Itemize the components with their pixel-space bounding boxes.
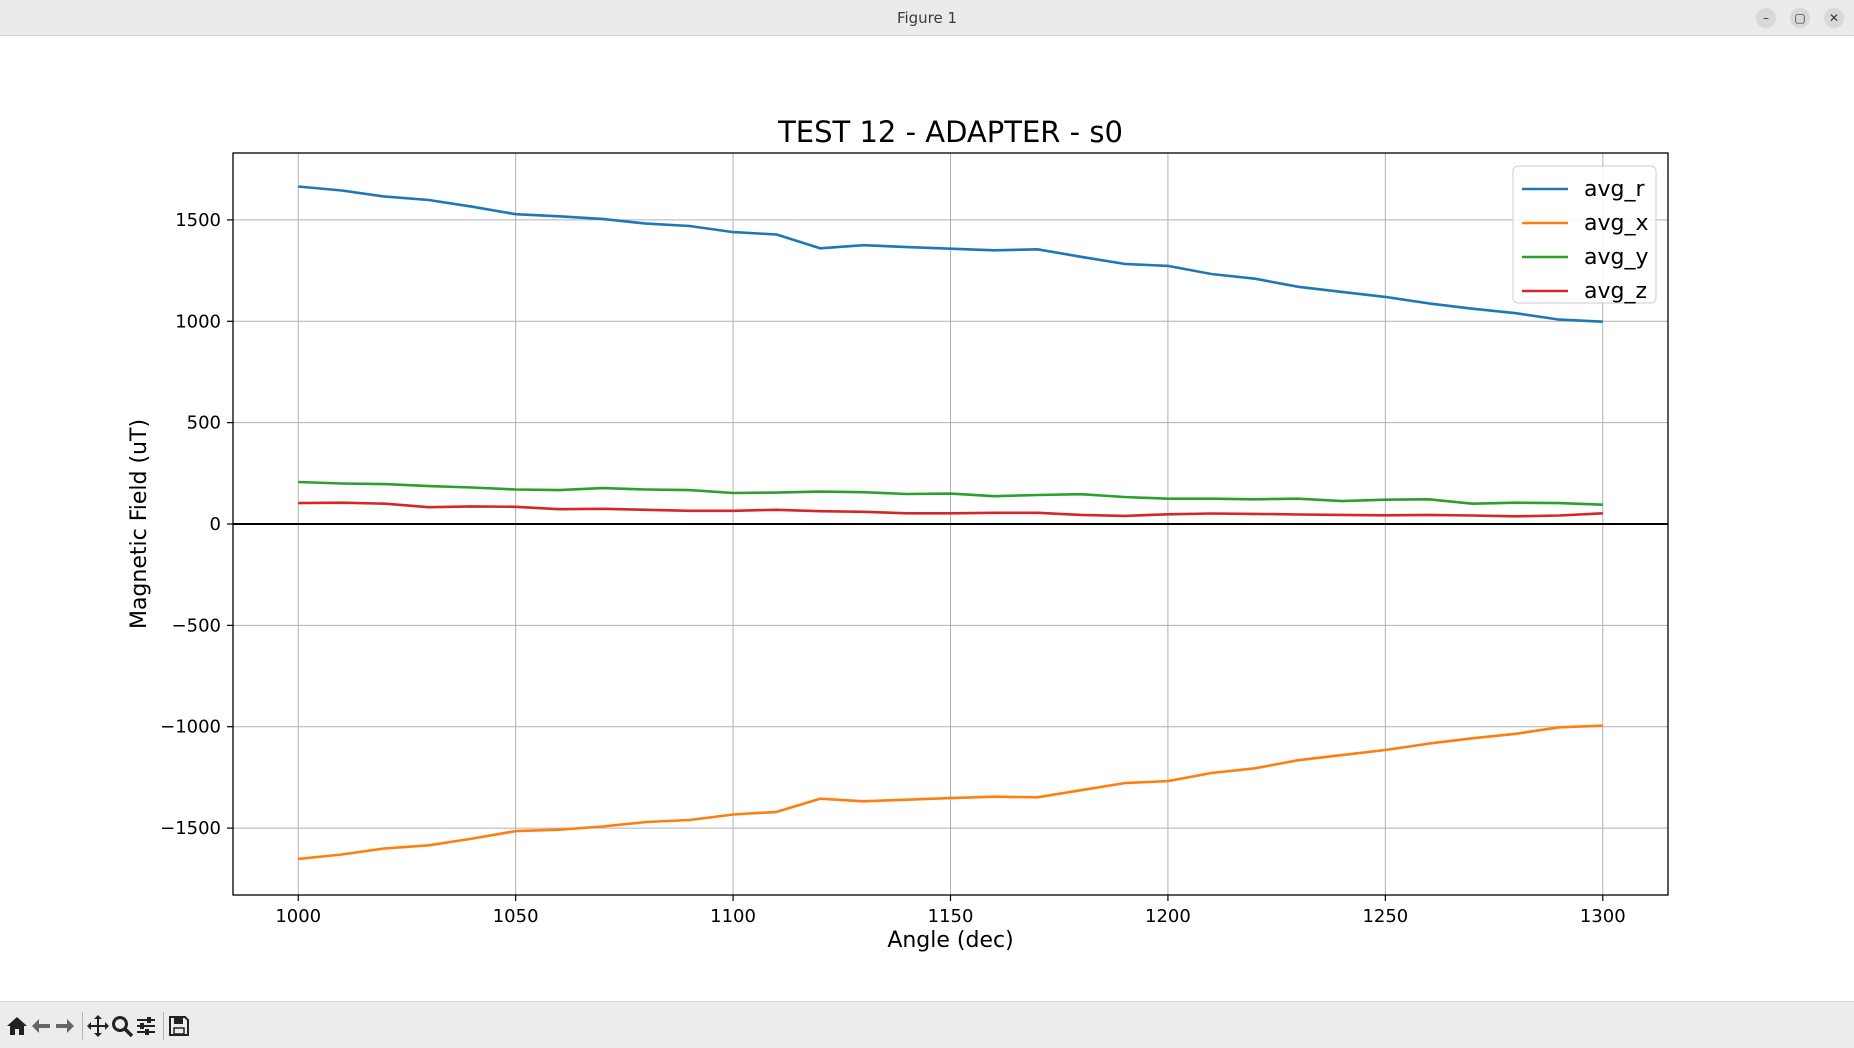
y-tick-label: 0 <box>210 514 221 535</box>
close-button[interactable]: ✕ <box>1824 8 1844 28</box>
x-tick-label: 1250 <box>1362 906 1408 927</box>
save-icon[interactable] <box>167 1014 191 1038</box>
y-tick-label: −1000 <box>160 717 221 738</box>
figure-canvas[interactable]: 1000 1050 1100 1150 1200 1250 1300 −1500 −1000−… <box>0 36 1854 1001</box>
x-tick-label: 1050 <box>493 906 539 927</box>
configure-subplots-icon[interactable] <box>134 1014 158 1038</box>
legend-box <box>1512 165 1657 304</box>
series-lines <box>298 185 1603 861</box>
maximize-button[interactable]: ▢ <box>1790 8 1810 28</box>
y-axis-label: Magnetic Field (uT) <box>127 419 152 629</box>
forward-icon[interactable] <box>53 1014 77 1038</box>
chart-title: TEST 12 - ADAPTER - s0 <box>777 115 1123 149</box>
legend-label-avg_z: avg_z <box>1584 279 1647 304</box>
toolbar-separator <box>163 1012 164 1040</box>
x-tick-label: 1200 <box>1145 906 1191 927</box>
line-chart: 1000 1050 1100 1150 1200 1250 1300 −1500−1000−… <box>127 115 1669 953</box>
legend-label-avg_y: avg_y <box>1584 245 1649 270</box>
x-tick-label: 1100 <box>710 906 756 927</box>
back-icon[interactable] <box>29 1014 53 1038</box>
legend-label-avg_x: avg_x <box>1584 211 1649 236</box>
x-axis-label: Angle (dec) <box>887 928 1013 953</box>
y-tick-label: 1500 <box>175 210 221 231</box>
series-line-avg_x <box>298 724 1603 861</box>
y-tick-label: 500 <box>187 413 221 434</box>
window-titlebar: Figure 1 – ▢ ✕ <box>0 0 1854 36</box>
toolbar-separator <box>82 1012 83 1040</box>
y-tick-label: −1500 <box>160 818 221 839</box>
pan-icon[interactable] <box>86 1014 110 1038</box>
x-tick-label: 1300 <box>1580 906 1626 927</box>
x-tick-label: 1150 <box>928 906 974 927</box>
series-line-avg_r <box>298 185 1603 323</box>
x-axis-ticks: 1000 1050 1100 1150 1200 1250 1300 <box>275 895 1626 927</box>
legend-label-avg_r: avg_r <box>1584 177 1645 202</box>
navigation-toolbar <box>0 1001 1854 1048</box>
x-tick-label: 1000 <box>275 906 321 927</box>
legend: avg_r avg_x avg_y avg_z <box>1512 165 1657 304</box>
y-tick-label: −500 <box>172 615 221 636</box>
zoom-icon[interactable] <box>110 1014 134 1038</box>
series-line-avg_y <box>298 480 1603 506</box>
window-title: Figure 1 <box>896 9 958 27</box>
y-tick-label: 1000 <box>175 311 221 332</box>
series-line-avg_z <box>298 501 1603 518</box>
minimize-button[interactable]: – <box>1756 8 1776 28</box>
y-axis-ticks: −1500 −1000 −500 0 500 1000 1500 <box>160 210 233 839</box>
home-icon[interactable] <box>5 1014 29 1038</box>
